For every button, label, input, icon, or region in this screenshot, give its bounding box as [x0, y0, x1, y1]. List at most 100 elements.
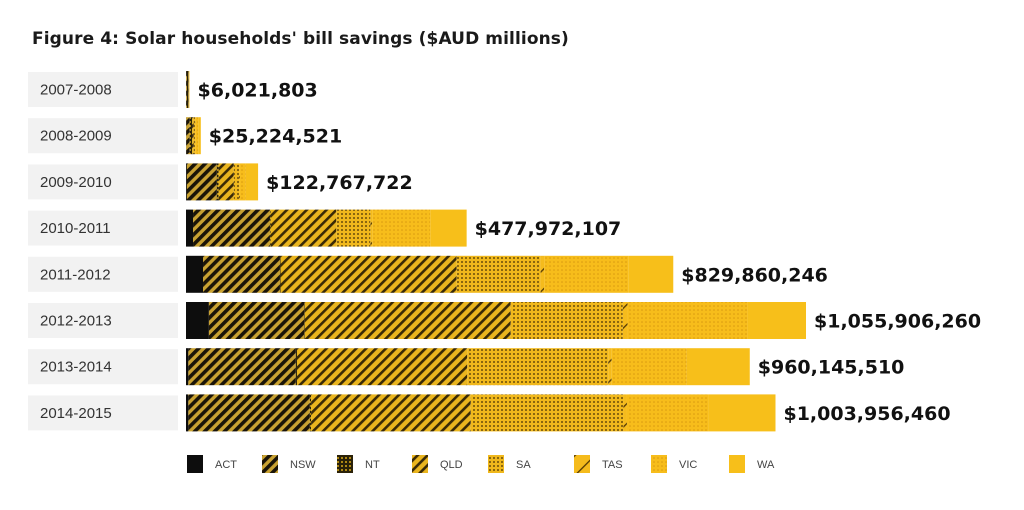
bar-segment-vic: [626, 394, 709, 432]
legend-swatch-qld: [412, 455, 428, 473]
total-label: $1,003,956,460: [783, 403, 950, 425]
bar-segment-nsw: [203, 255, 280, 293]
category-label: 2009-2010: [40, 174, 112, 191]
bar-segment-act: [186, 348, 189, 386]
legend-label: QLD: [440, 459, 463, 471]
bar-segment-vic: [611, 348, 687, 386]
legend-swatch-vic: [651, 455, 667, 473]
bar-segment-vic: [195, 117, 199, 155]
total-label: $6,021,803: [198, 80, 318, 102]
bar-segment-nsw: [186, 71, 187, 108]
row-bands: [28, 72, 178, 431]
bar-segment-nt: [295, 348, 297, 386]
bar-segment-sa: [456, 255, 541, 293]
bar-segment-nsw: [186, 117, 190, 155]
legend-label: NT: [365, 459, 380, 471]
bar-segment-act: [186, 394, 189, 432]
bar-segment-sa: [193, 117, 195, 155]
total-label: $829,860,246: [681, 264, 828, 286]
bar-segment-wa: [708, 394, 776, 432]
bar-segment-sa: [467, 348, 609, 386]
category-label: 2011-2012: [40, 266, 111, 283]
total-labels: $6,021,803 $25,224,521 $122,767,722 $477,97…: [198, 80, 982, 425]
total-label: $960,145,510: [758, 357, 905, 379]
bar-segment-qld: [192, 117, 194, 155]
row-band: [28, 164, 178, 200]
bar-segment-nsw: [208, 302, 305, 339]
legend-label: VIC: [679, 459, 697, 471]
bar-segment-qld: [280, 255, 457, 293]
bar-segment-qld: [270, 209, 337, 247]
bar-segment-nsw: [186, 163, 217, 201]
bar-segment-vic: [372, 209, 431, 247]
bar-segment-nt: [186, 71, 189, 108]
category-label: 2010-2011: [40, 220, 111, 237]
row-band: [28, 118, 178, 154]
legend-swatch-nsw: [262, 455, 278, 473]
bar-segment-tas: [370, 209, 373, 247]
row-band: [28, 210, 178, 246]
legend-swatch-nt: [337, 455, 353, 473]
total-label: $122,767,722: [266, 172, 413, 194]
row-band: [28, 303, 178, 338]
category-label: 2008-2009: [40, 128, 112, 145]
legend-label: NSW: [290, 459, 316, 471]
row-band: [28, 72, 178, 107]
bar-segment-nt: [189, 117, 193, 155]
bar-segment-sa: [336, 209, 371, 247]
bar-segment-tas: [622, 302, 628, 339]
bar-segment-nt: [279, 255, 281, 293]
bar-segment-sa: [233, 163, 240, 201]
bar-segment-nt: [309, 394, 312, 432]
bar-segment-act: [186, 209, 194, 247]
legend-swatch-sa: [488, 455, 504, 473]
bar-segment-act: [186, 255, 204, 293]
legend-swatch-wa: [729, 455, 745, 473]
bar-segment-nsw: [193, 209, 270, 247]
bar-segment-act: [186, 163, 187, 201]
bar-segment-qld: [304, 302, 511, 339]
bar-segment-tas: [239, 163, 241, 201]
legend-label: WA: [757, 459, 775, 471]
bar-segment-nsw: [188, 394, 310, 432]
legend-swatch-tas: [574, 455, 590, 473]
row-band: [28, 256, 178, 292]
bar-segment-tas: [608, 348, 612, 386]
total-label: $1,055,906,260: [814, 311, 981, 333]
bar-segment-wa: [430, 209, 467, 247]
category-labels: 2007-2008 2008-2009 2009-2010 2010-2011 2011…: [40, 82, 112, 422]
bar-segment-qld: [296, 348, 468, 386]
bar-segment-qld: [311, 394, 471, 432]
bar-segment-nt: [216, 163, 219, 201]
row-band: [28, 349, 178, 385]
bar-segment-wa: [198, 117, 201, 155]
bar-segment-tas: [623, 394, 627, 432]
legend-label: SA: [516, 459, 531, 471]
category-label: 2012-2013: [40, 313, 112, 330]
bar-segment-act: [186, 302, 209, 339]
legend-swatch-act: [187, 455, 203, 473]
bar-segment-sa: [470, 394, 624, 432]
category-label: 2013-2014: [40, 359, 112, 376]
bar-segment-wa: [245, 163, 259, 201]
category-label: 2014-2015: [40, 405, 112, 422]
bar-segment-wa: [747, 302, 806, 339]
bar-segment-wa: [686, 348, 750, 386]
chart-title: Figure 4: Solar households' bill savings…: [32, 29, 569, 49]
row-band: [28, 395, 178, 431]
bar-segment-vic: [627, 302, 748, 339]
bar-segment-tas: [540, 255, 545, 293]
total-label: $477,972,107: [475, 218, 622, 240]
legend: ACT NSW NT QLD SA TAS VIC WA: [187, 455, 775, 473]
bar-segment-nt: [304, 302, 305, 339]
bar-segment-wa: [628, 255, 674, 293]
legend-label: TAS: [602, 459, 623, 471]
bar-segment-nt: [269, 209, 271, 247]
total-label: $25,224,521: [209, 126, 342, 148]
bar-segment-vic: [544, 255, 629, 293]
legend-label: ACT: [215, 459, 237, 471]
bar-segment-qld: [218, 163, 234, 201]
bar-segment-nsw: [188, 348, 296, 386]
bar-segment-sa: [510, 302, 623, 339]
